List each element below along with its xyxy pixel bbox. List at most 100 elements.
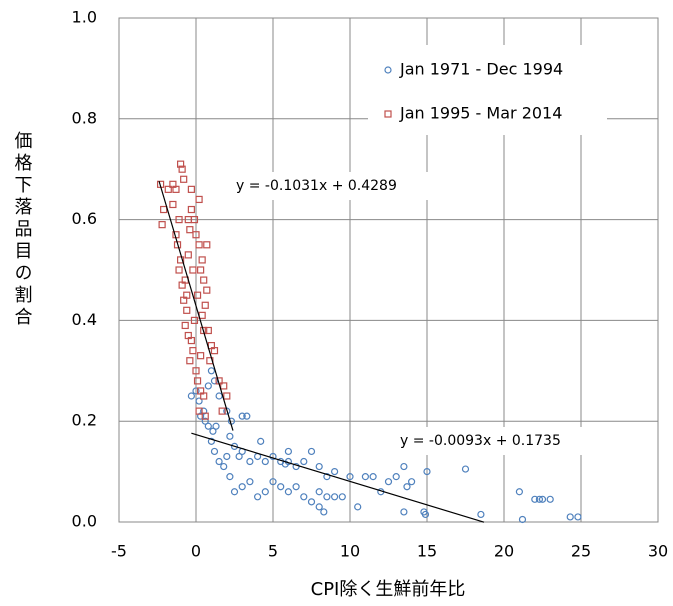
point: [315, 488, 323, 496]
point: [323, 473, 331, 481]
point: [281, 460, 289, 468]
point: [246, 478, 254, 486]
trendline-label-bg: [230, 172, 430, 200]
point: [300, 457, 308, 466]
point: [423, 468, 431, 476]
point: [307, 498, 316, 506]
point: [195, 397, 203, 405]
y-tick-label: 0.8: [72, 108, 97, 127]
point: [307, 447, 316, 456]
y-axis-label: 価格下落品目の割合: [12, 131, 33, 329]
point: [421, 510, 430, 519]
point: [172, 185, 180, 193]
point: [210, 347, 219, 355]
point: [192, 387, 200, 395]
point: [220, 382, 228, 390]
point: [546, 495, 554, 503]
point: [207, 367, 215, 375]
point: [238, 412, 246, 420]
point: [331, 468, 339, 476]
point: [361, 473, 369, 481]
point: [261, 488, 269, 496]
point: [201, 412, 209, 420]
point: [538, 495, 547, 503]
point: [193, 377, 202, 385]
point: [400, 462, 408, 471]
point: [477, 510, 485, 519]
point: [215, 457, 223, 466]
point: [346, 473, 354, 481]
x-tick-label: 20: [494, 542, 514, 561]
point: [169, 200, 177, 209]
point: [392, 473, 400, 481]
point: [158, 221, 166, 229]
point: [192, 367, 200, 375]
point: [566, 513, 574, 521]
x-tick-label: 0: [191, 542, 201, 561]
y-tick-label: 0.0: [72, 512, 97, 531]
point: [531, 495, 539, 503]
y-tick-label: 1.0: [72, 8, 97, 27]
point: [201, 417, 209, 425]
point: [187, 392, 195, 400]
point: [204, 422, 212, 430]
point: [187, 185, 195, 193]
point: [175, 266, 183, 274]
point: [187, 205, 195, 214]
point: [369, 473, 377, 481]
point: [269, 478, 277, 486]
point: [220, 462, 228, 471]
point: [218, 407, 226, 415]
point: [183, 306, 191, 314]
trendline: [191, 432, 485, 523]
x-axis-label: CPI除く生鮮前年比: [311, 579, 466, 600]
x-tick-label: -5: [111, 542, 127, 561]
point: [223, 392, 231, 400]
point: [197, 266, 205, 274]
point: [164, 185, 172, 193]
point: [515, 488, 524, 496]
point: [284, 488, 292, 496]
trendline-label: y = -0.1031x + 0.4289: [236, 178, 397, 194]
trendline: [158, 180, 234, 431]
point: [189, 347, 197, 355]
point: [189, 266, 197, 274]
point: [198, 256, 206, 264]
point: [210, 377, 219, 385]
point: [331, 493, 339, 501]
point: [403, 483, 411, 491]
point: [195, 241, 203, 249]
point: [320, 508, 328, 516]
point: [254, 493, 262, 501]
point: [177, 256, 185, 264]
point: [226, 473, 234, 481]
point: [384, 478, 393, 486]
x-tick-label: 25: [571, 542, 591, 561]
point: [223, 452, 231, 461]
point: [300, 493, 308, 501]
point: [277, 483, 285, 491]
point: [535, 495, 544, 503]
point: [209, 427, 217, 435]
point: [284, 447, 292, 456]
point: [235, 452, 243, 461]
point: [261, 457, 269, 466]
point: [226, 432, 234, 440]
point: [215, 392, 223, 400]
point: [461, 465, 470, 473]
trendline-label: y = -0.0093x + 0.1735: [400, 433, 561, 449]
point: [190, 316, 199, 324]
point: [518, 515, 527, 524]
x-tick-label: 15: [417, 542, 437, 561]
point: [183, 291, 191, 299]
point: [210, 447, 219, 456]
plot-border: [118, 17, 659, 523]
legend-label: Jan 1995 - Mar 2014: [399, 104, 562, 123]
point: [257, 437, 265, 445]
point: [238, 483, 246, 491]
legend-box: [368, 45, 607, 135]
point: [197, 352, 205, 360]
point: [187, 336, 195, 345]
point: [338, 493, 346, 501]
